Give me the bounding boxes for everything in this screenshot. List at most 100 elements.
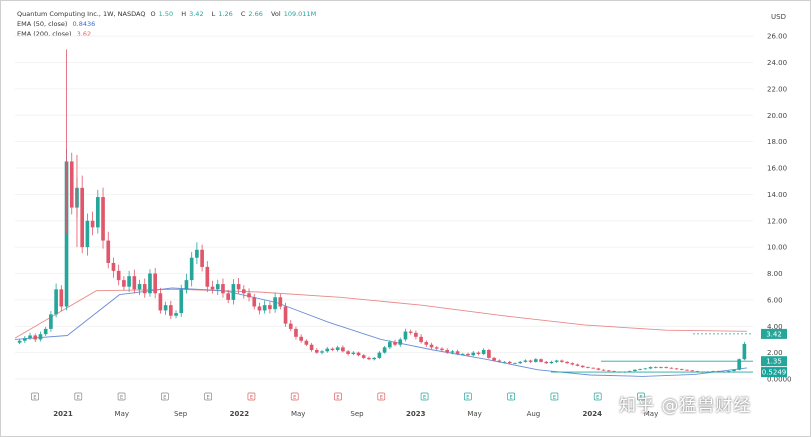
earnings-marker xyxy=(290,392,299,401)
candle-body xyxy=(116,270,121,281)
candle-body xyxy=(22,338,27,341)
price-tag xyxy=(761,328,787,339)
candle-body xyxy=(122,280,126,287)
candle-body xyxy=(492,357,496,361)
candle-body xyxy=(90,220,95,228)
x-tick-label: 2021 xyxy=(53,410,73,418)
candle-body xyxy=(43,328,48,335)
candle-body xyxy=(445,349,450,353)
candle-body xyxy=(278,297,283,307)
x-tick-label: Sep xyxy=(174,410,188,418)
ema200-value: 3.62 xyxy=(76,30,92,38)
candle-body xyxy=(95,197,100,228)
earnings-marker-label: E xyxy=(553,395,556,401)
candle-body xyxy=(664,367,669,368)
x-tick-label: Aug xyxy=(527,410,541,418)
candle-body xyxy=(387,342,392,348)
y-axis: USD 26.00 24.00 22.00 20.00 18.00 16.00 14.00 12… xyxy=(767,13,792,384)
ohlc-high: H 3.42 xyxy=(181,10,204,18)
candle-body xyxy=(38,334,43,340)
candle-body xyxy=(732,369,736,372)
y-tick-label: 2.00 xyxy=(767,349,783,357)
x-tick-label: May xyxy=(115,410,129,418)
earnings-marker xyxy=(377,392,386,401)
candle-body xyxy=(241,289,246,294)
candle-body xyxy=(685,369,689,371)
candle-body xyxy=(502,361,507,363)
earnings-marker-label: E xyxy=(33,395,36,401)
candle-body xyxy=(283,306,288,324)
ema200-label: EMA (200, close) xyxy=(17,30,72,38)
candle-body xyxy=(273,297,277,310)
chart-legend: Quantum Computing Inc., 1W, NASDAQ O 1.50… xyxy=(17,9,322,39)
candle-body xyxy=(601,369,606,371)
candle-body xyxy=(606,370,611,372)
candle-body xyxy=(690,370,695,372)
ema-lines xyxy=(14,287,748,377)
earnings-marker-label: E xyxy=(120,395,123,401)
candle-body xyxy=(737,359,742,370)
candle-body xyxy=(247,293,251,298)
x-tick-label: 2024 xyxy=(582,410,602,418)
y-tick-label: 16.00 xyxy=(767,165,787,173)
candle-body xyxy=(184,280,189,290)
ema200-line xyxy=(14,288,748,339)
candle-body xyxy=(424,342,429,345)
earnings-marker xyxy=(247,392,256,401)
earnings-marker xyxy=(637,392,645,401)
price-tag-label: 0.5249 xyxy=(762,369,787,377)
candle-body xyxy=(257,306,262,311)
candle-body xyxy=(341,347,345,352)
candle-body xyxy=(596,368,601,370)
candle-body xyxy=(487,349,491,358)
candle-body xyxy=(476,352,481,354)
earnings-marker-label: E xyxy=(250,395,253,401)
earnings-marker xyxy=(507,392,515,401)
candle-body xyxy=(153,273,158,294)
candle-body xyxy=(226,293,231,300)
candle-body xyxy=(450,351,455,353)
candle-body xyxy=(69,161,74,208)
earnings-marker xyxy=(334,392,342,401)
candle-body xyxy=(403,331,408,340)
candle-body xyxy=(106,240,111,263)
candle-body xyxy=(174,313,178,316)
x-tick-label: May xyxy=(467,410,481,418)
price-tag-label: 3.42 xyxy=(766,330,782,338)
candle-body xyxy=(398,339,403,345)
candle-body xyxy=(236,284,241,290)
x-axis: 2021 May Sep 2022 May Sep 2023 May Aug 2024 May xyxy=(53,410,658,418)
earnings-marker xyxy=(204,392,212,401)
candle-body xyxy=(314,349,319,353)
candle-body xyxy=(648,367,653,369)
candle-body xyxy=(309,344,314,350)
candle-body xyxy=(497,360,502,362)
candle-body xyxy=(320,351,324,353)
candle-body xyxy=(268,305,272,310)
candle-body xyxy=(742,343,747,360)
y-tick-label: 18.00 xyxy=(767,138,787,146)
candle-body xyxy=(111,262,116,271)
earnings-marker-label: E xyxy=(510,395,513,401)
candle-body xyxy=(335,347,340,350)
candle-body xyxy=(711,371,715,372)
candle-body xyxy=(377,352,382,358)
candle-body xyxy=(419,336,423,343)
earnings-marker-label: E xyxy=(207,395,210,401)
currency-label: USD xyxy=(771,13,786,21)
candle-body xyxy=(351,352,356,354)
candle-body xyxy=(528,360,533,362)
candle-body xyxy=(80,187,85,248)
y-tick-label: 24.00 xyxy=(767,59,787,67)
x-tick-label: May xyxy=(291,410,305,418)
candle-body xyxy=(367,357,371,360)
candle-body xyxy=(382,347,387,353)
candles xyxy=(17,49,747,373)
candle-body xyxy=(533,359,538,362)
earnings-marker-label: E xyxy=(293,395,296,401)
candle-body xyxy=(28,335,32,339)
candle-body xyxy=(586,367,590,368)
ohlc-volume: Vol 109.011M xyxy=(270,10,317,18)
candle-body xyxy=(262,305,267,311)
